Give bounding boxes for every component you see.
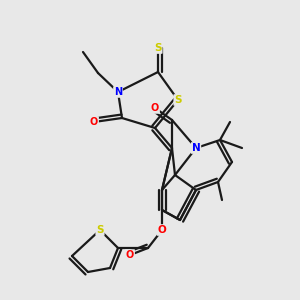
Text: N: N [192,143,200,153]
Text: S: S [96,225,104,235]
Text: S: S [154,43,162,53]
Text: N: N [114,87,122,97]
Text: O: O [90,117,98,127]
Text: O: O [158,225,166,235]
Text: O: O [126,250,134,260]
Text: O: O [151,103,159,113]
Text: S: S [174,95,182,105]
